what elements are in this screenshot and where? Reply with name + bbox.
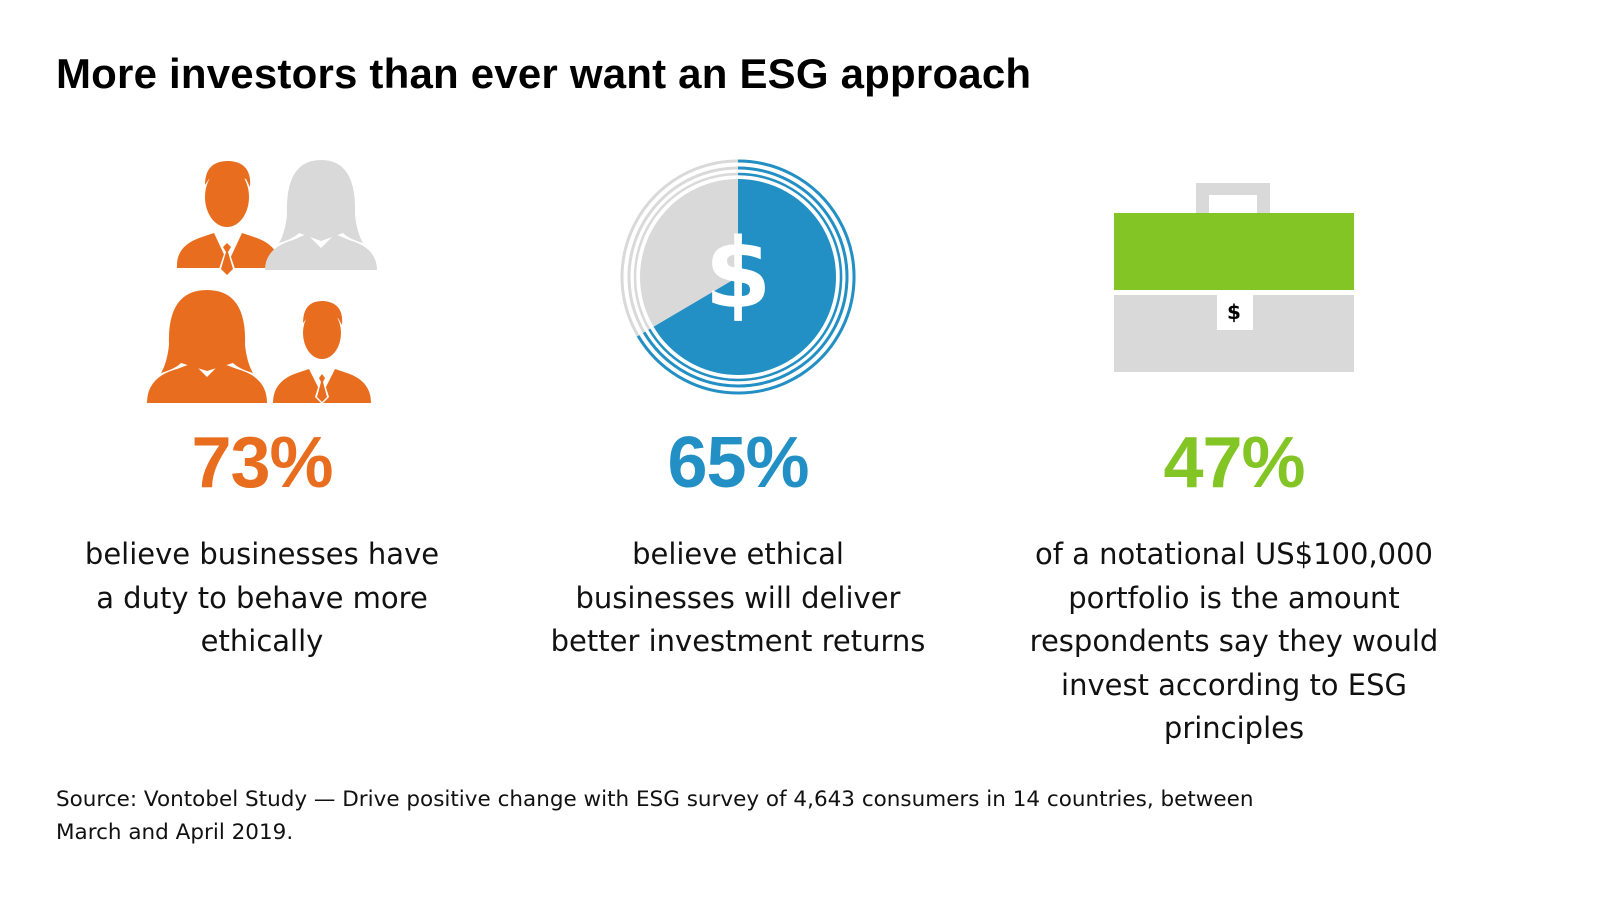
stat-card-duty: 73% believe businesses have a duty to be… [52, 150, 472, 664]
stat-value: 65% [667, 423, 809, 503]
stat-card-returns: $ 65% believe ethical businesses will de… [528, 150, 948, 664]
stat-value: 73% [191, 423, 333, 503]
source-note: Source: Vontobel Study — Drive positive … [56, 787, 1254, 845]
man-icon [177, 160, 279, 277]
briefcase-dollar-icon: $ [1024, 150, 1444, 405]
stat-description: believe ethical businesses will deliver … [550, 537, 926, 658]
dollar-pie-icon: $ [528, 150, 948, 405]
stat-value: 47% [1163, 423, 1305, 503]
woman-icon [147, 290, 267, 403]
stat-description: believe businesses have a duty to behave… [84, 537, 440, 658]
stat-card-portfolio: $ 47% of a notational US$100,000 portfol… [1024, 150, 1444, 751]
people-group-icon [52, 150, 472, 405]
dollar-icon: $ [705, 218, 772, 330]
page-title: More investors than ever want an ESG app… [56, 50, 1032, 97]
dollar-icon: $ [1227, 300, 1241, 324]
stat-description: of a notational US$100,000 portfolio is … [1029, 537, 1439, 745]
man-icon [273, 300, 371, 404]
woman-icon [265, 160, 377, 270]
